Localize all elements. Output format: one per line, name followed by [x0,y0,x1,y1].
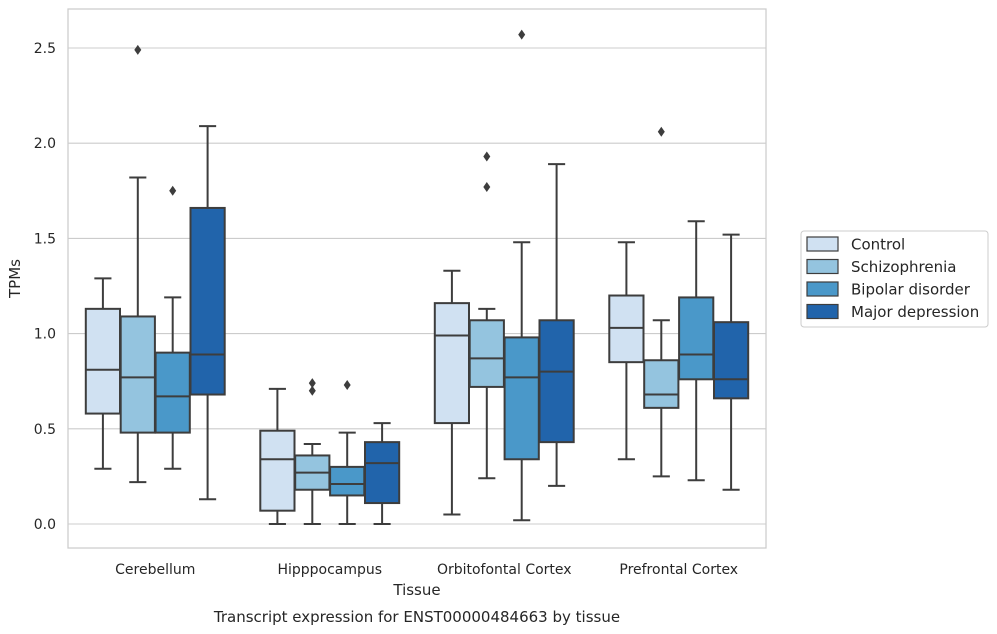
outlier-point [483,181,491,192]
x-tick-label: Hipppocampus [277,562,382,578]
plot-area [67,8,767,549]
legend: Control Schizophrenia Bipolar disorder Majo… [800,230,989,328]
box-control [433,269,471,516]
box-body [329,465,366,497]
chart-title: Transcript expression for ENST0000048466… [213,608,620,626]
box-schizophrenia [468,151,505,480]
box-body [189,206,226,396]
y-tick-label: 2.5 [34,41,56,57]
outlier-point [483,151,491,162]
outlier-point [343,380,351,391]
box-body [119,315,156,434]
box-series [84,29,750,525]
x-axis-ticks: Cerebellum Hipppocampus Orbitofontal Corte… [115,562,738,578]
box-body [363,441,401,505]
box-schizophrenia [294,378,331,525]
box-bipolar-disorder [503,29,540,522]
y-tick-label: 0.5 [34,422,56,438]
box-bipolar-disorder [678,220,715,482]
outlier-point [134,44,142,55]
x-tick-label: Prefrontal Cortex [619,562,738,578]
box-major-depression [712,233,750,491]
legend-swatch [806,281,839,297]
legend-label: Major depression [851,303,979,321]
box-body [538,319,575,444]
outlier-point [169,185,177,196]
legend-swatch [806,236,839,252]
x-axis-title: Tissue [392,581,440,599]
legend-label: Schizophrenia [851,258,956,276]
box-major-depression [538,163,575,487]
legend-swatch [806,303,839,320]
box-body [643,359,680,409]
x-tick-label: Cerebellum [115,562,195,578]
legend-label: Control [851,236,905,254]
box-control [608,241,645,461]
box-body [712,321,750,400]
box-control [259,387,296,525]
legend-frame [800,230,989,328]
box-body [678,296,715,381]
box-body [84,307,122,415]
y-axis-title: TPMs [6,259,24,299]
box-body [468,319,505,388]
legend-label: Bipolar disorder [851,281,971,299]
x-tick-label: Orbitofontal Cortex [437,562,572,578]
legend-swatch [806,258,839,275]
y-tick-label: 1.0 [34,327,56,343]
box-body [154,351,191,434]
outlier-point [518,29,526,40]
box-bipolar-disorder [154,185,191,470]
box-schizophrenia [119,44,156,484]
outlier-point [308,378,316,389]
box-schizophrenia [643,126,680,478]
y-axis-ticks: 0.0 0.5 1.0 1.5 2.0 2.5 [34,41,56,533]
box-body [433,302,471,425]
box-body [259,429,296,512]
outlier-point [308,385,316,396]
box-control [84,277,122,470]
y-tick-label: 1.5 [34,231,56,247]
box-body [503,336,540,461]
box-major-depression [363,422,401,525]
outlier-point [657,126,665,137]
y-tick-label: 0.0 [34,517,56,533]
box-major-depression [189,125,226,501]
y-tick-label: 2.0 [34,136,56,152]
